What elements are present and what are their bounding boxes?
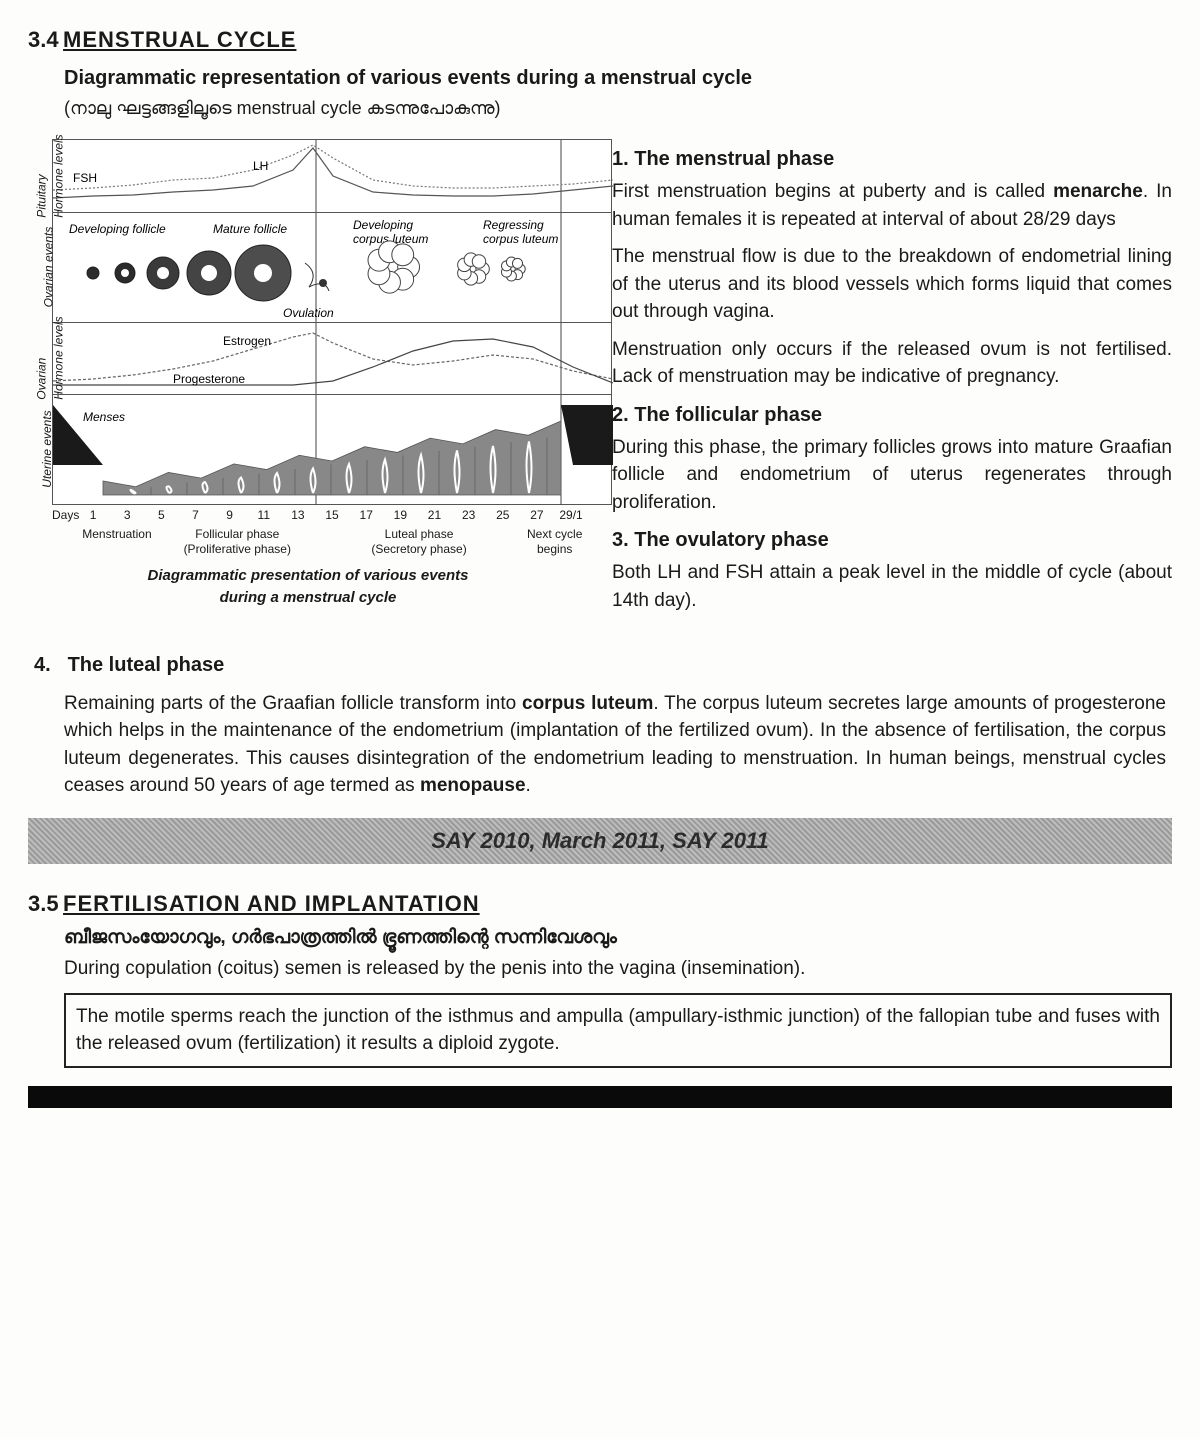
section35-number: 3.5 (28, 891, 59, 916)
svg-text:Menses: Menses (83, 410, 125, 424)
day-tick: 5 (144, 507, 178, 524)
p4-b: corpus luteum (522, 693, 653, 714)
phase3-para: Both LH and FSH attain a peak level in t… (612, 559, 1172, 614)
day-tick: 13 (281, 507, 315, 524)
day-tick: 17 (349, 507, 383, 524)
fertilisation-box: The motile sperms reach the junction of … (64, 993, 1172, 1068)
menstrual-chart: Pituitary Hormone levels FSH LH Ovarian … (28, 139, 588, 609)
day-tick: 19 (383, 507, 417, 524)
ylabel-pituitary: Pituitary Hormone levels (33, 134, 68, 217)
ylabel-ovarian-hormones: Ovarian Hormone levels (33, 317, 68, 400)
phases-text-column: 1. The menstrual phase First menstruatio… (612, 139, 1172, 625)
svg-text:Estrogen: Estrogen (223, 334, 271, 348)
section-35-header: 3.5 FERTILISATION AND IMPLANTATION (28, 888, 1172, 920)
phase1-para-a: First menstruation begins at puberty and… (612, 178, 1172, 233)
panel-ovarian-hormones: Ovarian Hormone levels Estrogen Progeste… (53, 322, 611, 394)
section-title: MENSTRUAL CYCLE (63, 27, 296, 52)
phase4-head: 4. The luteal phase (34, 651, 1172, 680)
phase2-para: During this phase, the primary follicles… (612, 434, 1172, 517)
section35-title: FERTILISATION AND IMPLANTATION (63, 891, 480, 916)
days-label: Days (52, 505, 76, 524)
day-tick: 23 (452, 507, 486, 524)
day-tick: 29/1 (554, 507, 588, 524)
svg-text:Progesterone: Progesterone (173, 372, 245, 386)
two-column-layout: Pituitary Hormone levels FSH LH Ovarian … (28, 139, 1172, 625)
section35-line1: During copulation (coitus) semen is rele… (64, 955, 1172, 983)
day-tick: 15 (315, 507, 349, 524)
svg-text:Developing follicle: Developing follicle (69, 222, 166, 236)
day-tick: 21 (417, 507, 451, 524)
uterine-svg: Menses (53, 395, 613, 505)
section-malayalam: (നാലു ഘട്ടങ്ങളിലൂടെ menstrual cycle കടന്… (64, 95, 1172, 121)
phase4-num: 4. (34, 651, 62, 680)
ylabel-uterine: Uterine events (39, 411, 56, 488)
panel-uterine: Uterine events Menses (53, 394, 611, 504)
day-tick: 1 (76, 507, 110, 524)
phase4-title: The luteal phase (68, 654, 225, 676)
p4-d: menopause (420, 775, 526, 796)
p4-e: . (526, 775, 531, 796)
days-row: 1357911131517192123252729/1 (76, 505, 588, 524)
phase1-head: 1. The menstrual phase (612, 145, 1172, 174)
panel-pituitary: Pituitary Hormone levels FSH LH (53, 140, 611, 212)
phase1-para-c: Menstruation only occurs if the released… (612, 336, 1172, 391)
p1-a: First menstruation begins at puberty and… (612, 181, 1053, 202)
phase1-para-b: The menstrual flow is due to the breakdo… (612, 243, 1172, 326)
ylabel-ovarian-events: Ovarian events (41, 227, 58, 308)
phase-label: Menstruation (76, 526, 158, 557)
svg-text:Regressing: Regressing (483, 218, 544, 232)
fsh-label: FSH (73, 171, 97, 185)
day-tick: 3 (110, 507, 144, 524)
phase-label: Follicular phase (Proliferative phase) (158, 526, 317, 557)
phase3-head: 3. The ovulatory phase (612, 526, 1172, 555)
chart-frame: Pituitary Hormone levels FSH LH Ovarian … (52, 139, 612, 505)
ovarian-events-svg: Developing follicle Mature follicle Ovul… (53, 213, 613, 323)
section35-malayalam: ബീജസംയോഗവും, ഗർഭപാത്രത്തിൽ ഭ്രൂണത്തിന്റെ… (64, 924, 1172, 952)
svg-text:Ovulation: Ovulation (283, 306, 334, 320)
p4-a: Remaining parts of the Graafian follicle… (64, 693, 522, 714)
panel-ovarian-events: Ovarian events Developing follicle Matur… (53, 212, 611, 322)
day-tick: 11 (247, 507, 281, 524)
phase-row: MenstruationFollicular phase (Proliferat… (76, 526, 588, 557)
section-subtitle: Diagrammatic representation of various e… (64, 64, 1172, 93)
phase2-head: 2. The follicular phase (612, 401, 1172, 430)
day-tick: 27 (520, 507, 554, 524)
svg-text:Developing: Developing (353, 218, 413, 232)
bottom-black-bar (28, 1086, 1172, 1108)
chart-caption: Diagrammatic presentation of various eve… (28, 565, 588, 609)
lh-label: LH (253, 159, 268, 173)
phase4-para: Remaining parts of the Graafian follicle… (64, 690, 1166, 800)
ovarian-hormones-svg: Estrogen Progesterone (53, 323, 613, 395)
phase-label: Luteal phase (Secretory phase) (317, 526, 522, 557)
section-number: 3.4 (28, 27, 59, 52)
exam-banner: SAY 2010, March 2011, SAY 2011 (28, 818, 1172, 864)
svg-text:Mature follicle: Mature follicle (213, 222, 287, 236)
pituitary-svg: FSH LH (53, 140, 613, 212)
svg-text:corpus luteum: corpus luteum (483, 232, 558, 246)
day-tick: 25 (486, 507, 520, 524)
p1-b: menarche (1053, 181, 1143, 202)
day-tick: 9 (213, 507, 247, 524)
day-tick: 7 (178, 507, 212, 524)
phase-label: Next cycle begins (521, 526, 588, 557)
section-34-header: 3.4 MENSTRUAL CYCLE (28, 24, 1172, 56)
